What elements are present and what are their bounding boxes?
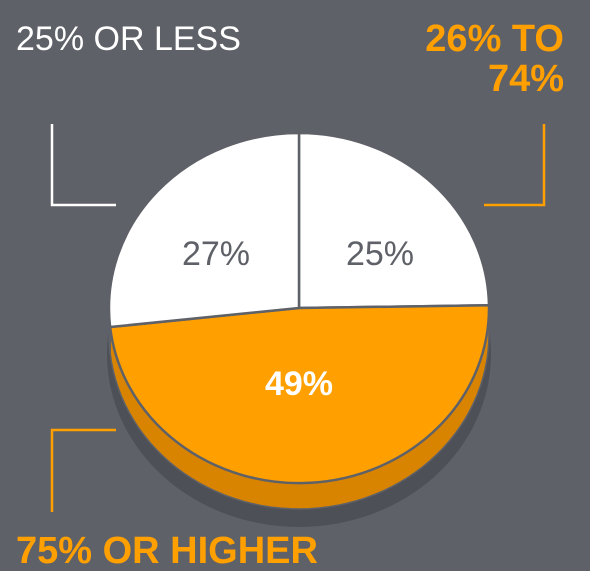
callout-line-25-or-less bbox=[50, 124, 116, 207]
label-26-to-74: 26% TO 74% bbox=[425, 18, 564, 100]
pie-slice-1 bbox=[297, 131, 491, 310]
callout-line-75-or-higher bbox=[50, 428, 116, 512]
pie-label-1: 25% bbox=[346, 235, 414, 273]
callout-line-26-to-74 bbox=[484, 124, 546, 207]
pie-label-2: 49% bbox=[265, 365, 333, 403]
label-25-or-less: 25% OR LESS bbox=[16, 20, 241, 58]
pie-slice-2 bbox=[108, 304, 491, 485]
pie-label-0: 27% bbox=[182, 235, 250, 273]
pie-slice-0 bbox=[107, 131, 301, 329]
label-75-or-higher: 75% OR HIGHER bbox=[16, 530, 318, 571]
